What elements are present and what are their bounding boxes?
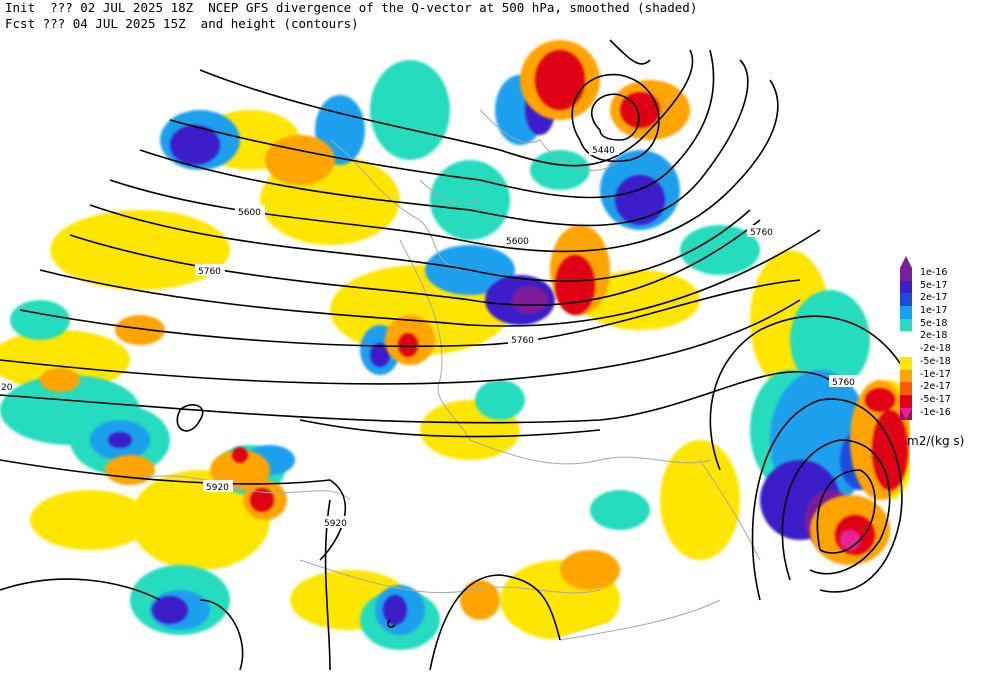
coastlines	[129, 109, 761, 641]
svg-text:5760: 5760	[198, 267, 221, 277]
legend-entry: 5e-18	[900, 317, 1000, 332]
legend-label: -1e-16	[920, 406, 951, 418]
legend-label: 1e-17	[920, 305, 948, 317]
contour-label: 5760	[195, 264, 225, 277]
svg-text:5760: 5760	[511, 336, 534, 346]
svg-text:5600: 5600	[506, 237, 529, 247]
contour-label: 5600	[235, 205, 265, 218]
contour-label: 5920	[203, 480, 233, 493]
height-contours	[0, 39, 911, 671]
legend-swatch	[900, 394, 912, 408]
legend-entry: -2e-17	[900, 381, 1000, 395]
color-legend: 1e-16 5e-17 2e-17 1e-17 5e-18 2e-18 -2e-…	[900, 256, 1000, 421]
legend-swatch	[900, 382, 912, 395]
header-line-init: Init ??? 02 JUL 2025 18Z NCEP GFS diverg…	[5, 0, 698, 15]
contour-label: 5760	[747, 225, 777, 238]
legend-label: 2e-18	[920, 330, 948, 342]
contour-label: 5440	[589, 143, 619, 156]
legend-swatch	[900, 356, 912, 370]
legend-label: 5e-17	[920, 279, 948, 291]
legend-entry: 1e-17	[900, 305, 1000, 319]
legend-entry: 1e-16	[900, 267, 1000, 281]
legend-entry: -1e-16	[900, 406, 1000, 421]
legend-swatch	[900, 306, 912, 319]
legend-label: 5e-18	[920, 317, 948, 329]
contour-label: 5600	[503, 234, 533, 247]
legend-label: 2e-17	[920, 292, 948, 304]
contour-label: 20	[0, 380, 13, 393]
legend-overflow-low-arrow	[900, 408, 912, 420]
legend-entry: 2e-17	[900, 292, 1000, 307]
legend-entry: -2e-18	[900, 343, 1000, 357]
svg-text:5760: 5760	[750, 228, 773, 238]
legend-label: -5e-17	[920, 393, 951, 405]
legend-entry: -5e-17	[900, 393, 1000, 408]
legend-swatch	[900, 318, 912, 332]
legend-label: -2e-18	[920, 343, 951, 355]
svg-text:20: 20	[1, 383, 13, 393]
legend-label: 1e-16	[920, 267, 948, 278]
svg-text:5760: 5760	[832, 378, 855, 388]
svg-text:5920: 5920	[324, 519, 347, 529]
legend-swatch	[900, 369, 912, 383]
svg-text:5600: 5600	[238, 208, 261, 218]
contour-labels: 5440 5600 5600 5760 5760 5760 5760 5920	[0, 143, 859, 529]
legend-label: -5e-18	[920, 355, 951, 367]
contour-label: 5760	[508, 333, 538, 346]
legend-swatch	[900, 293, 912, 307]
legend-entry: 2e-18	[900, 330, 1000, 345]
legend-entry: -1e-17	[900, 368, 1000, 383]
legend-overflow-high-arrow	[900, 256, 912, 268]
contour-label: 5760	[829, 375, 859, 388]
legend-swatch	[900, 331, 912, 345]
legend-swatch	[900, 280, 912, 294]
header-line-forecast: Fcst ??? 04 JUL 2025 15Z and height (con…	[5, 16, 359, 31]
legend-label: -1e-17	[920, 368, 951, 380]
svg-text:5920: 5920	[206, 483, 229, 493]
legend-unit: m2/(kg s)	[907, 434, 965, 448]
svg-text:5440: 5440	[592, 146, 615, 156]
contour-label: 5920	[321, 516, 351, 529]
legend-swatch	[900, 344, 912, 357]
legend-entry: -5e-18	[900, 355, 1000, 370]
legend-swatch	[900, 268, 912, 281]
legend-label: -2e-17	[920, 381, 951, 393]
legend-entry: 5e-17	[900, 279, 1000, 294]
